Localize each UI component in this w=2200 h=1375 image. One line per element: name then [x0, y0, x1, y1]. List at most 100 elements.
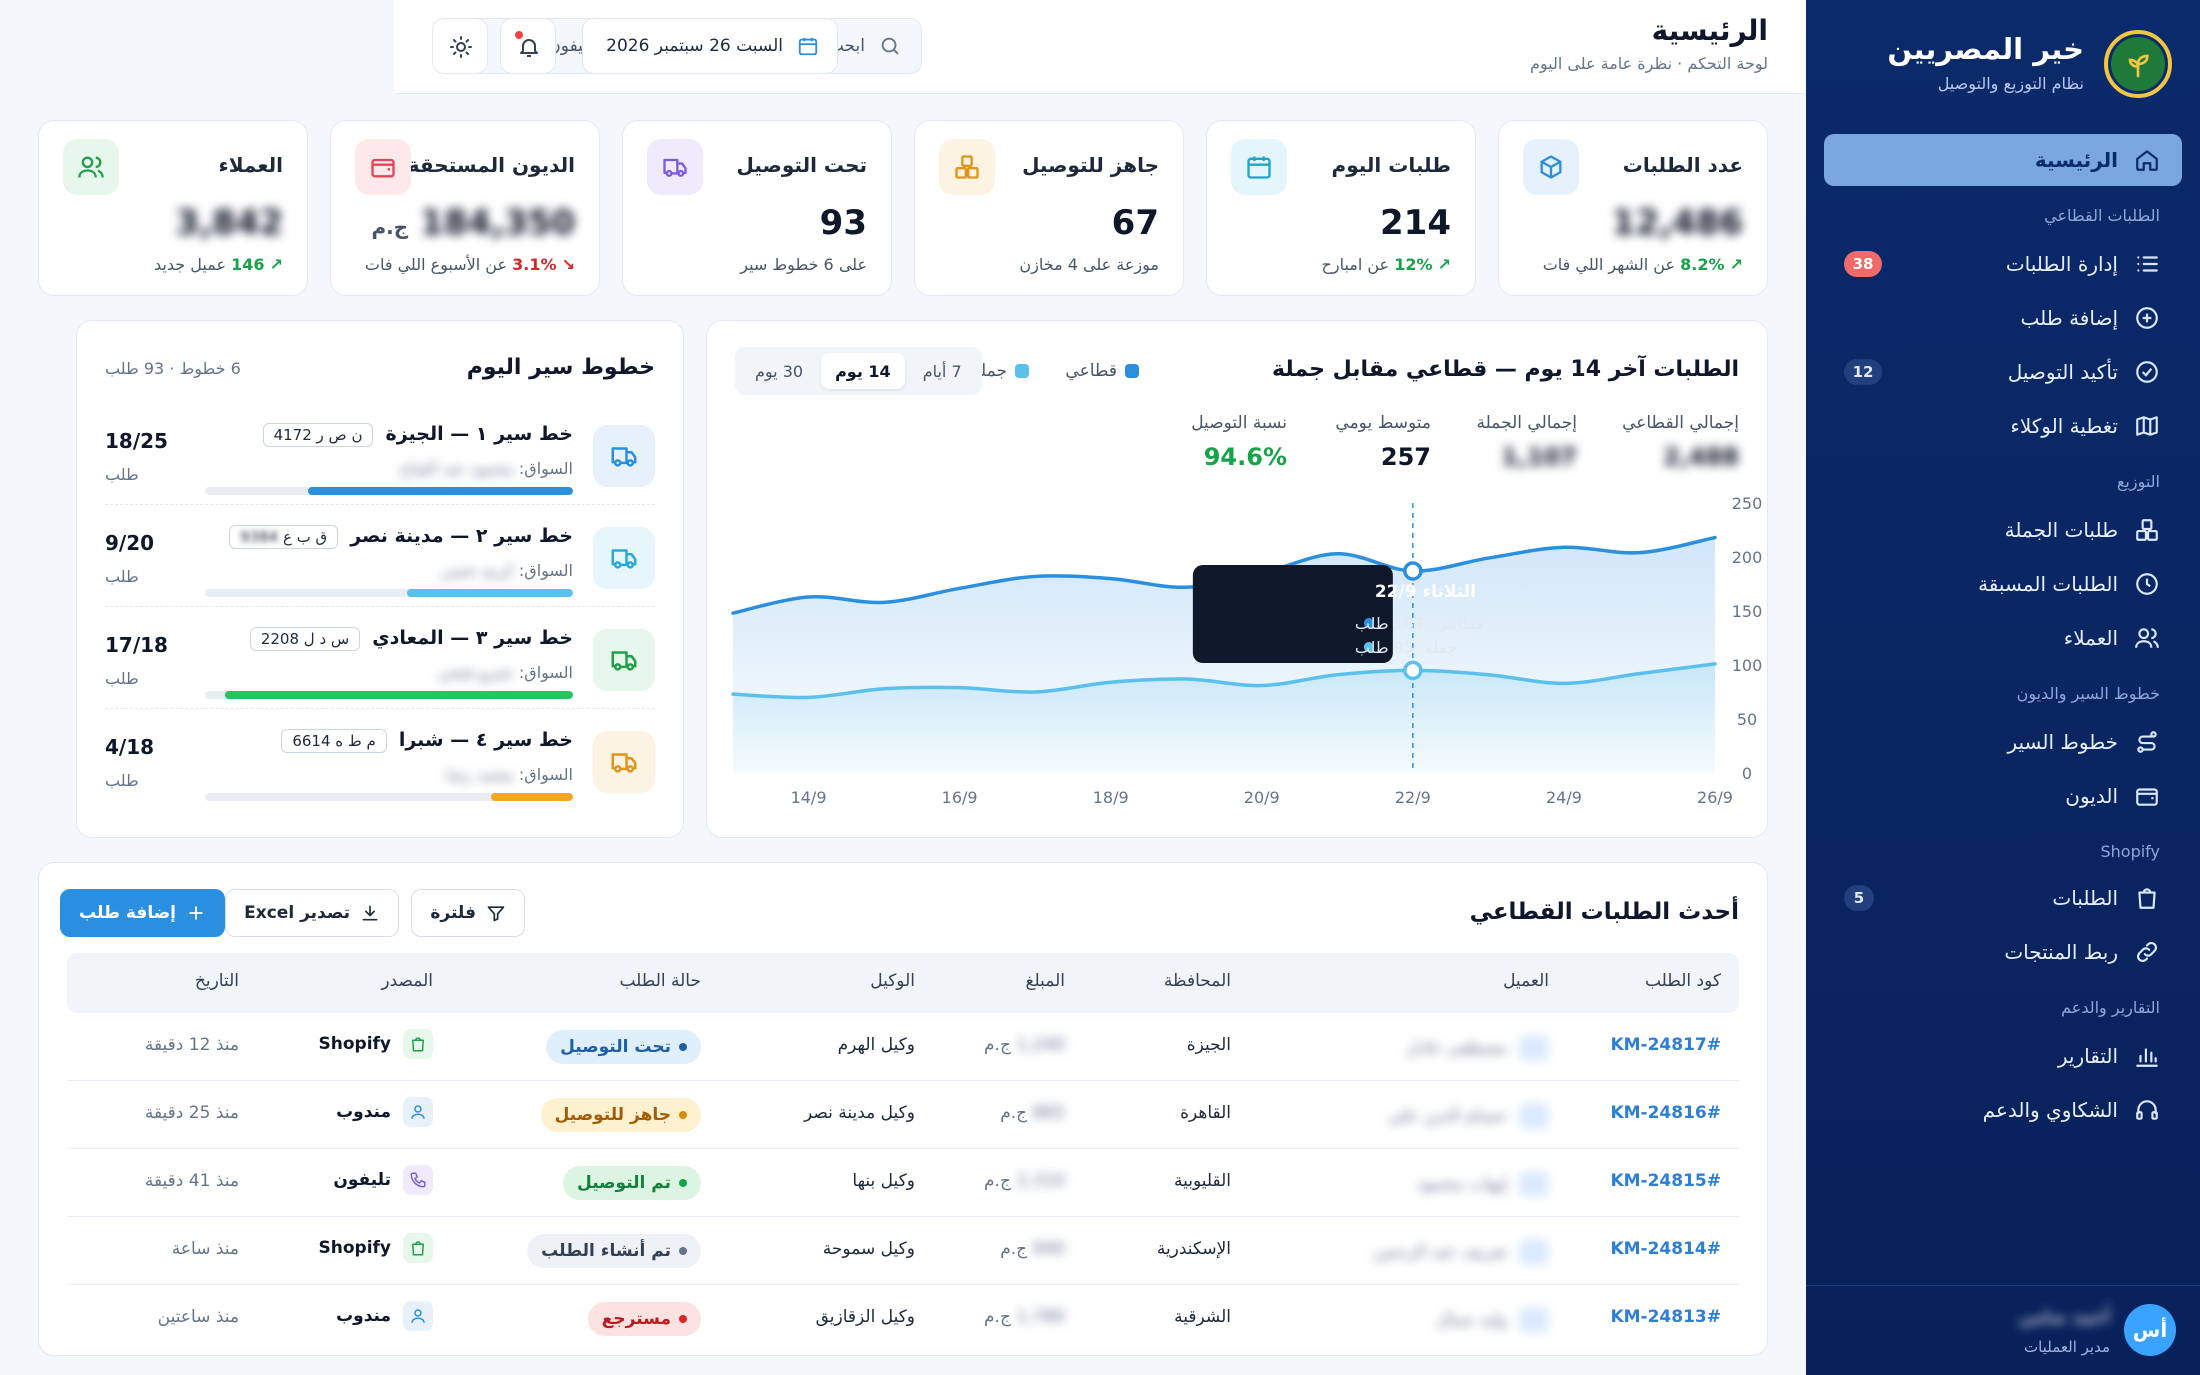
currency: ج.م: [371, 215, 409, 239]
sidebar-item-manage-orders[interactable]: إدارة الطلبات 38: [1824, 238, 2182, 290]
source-cell: Shopify: [319, 1029, 433, 1059]
stat-card-customers[interactable]: العملاء 3,842 ↗ 146 عميل جديد: [38, 120, 308, 296]
sidebar-item-wholesale-orders[interactable]: طلبات الجملة: [1824, 504, 2182, 556]
route-unit: طلب: [105, 567, 139, 586]
agent: وكيل الهرم: [837, 1035, 915, 1055]
recent-orders-card: أحدث الطلبات القطاعي فلترة تصدير Excel إ…: [38, 862, 1768, 1356]
column-header[interactable]: حالة الطلب: [619, 971, 701, 991]
bag-icon: [403, 1029, 433, 1059]
table-row[interactable]: KM-24816# حسام الدين علي القاهرة 865 ج.م وكي…: [67, 1081, 1739, 1149]
notifications-button[interactable]: [500, 18, 556, 74]
theme-toggle-button[interactable]: [432, 18, 488, 74]
series-area: [733, 663, 1715, 773]
sidebar-item-complaints[interactable]: الشكاوي والدعم: [1824, 1084, 2182, 1136]
table-row[interactable]: KM-24817# مصطفى عادل الجيزة 1,240 ج.م وكيل ا…: [67, 1013, 1739, 1081]
series-line: [731, 662, 1717, 700]
sidebar-item-routes[interactable]: خطوط السير: [1824, 716, 2182, 768]
brand-subtitle: نظام التوزيع والتوصيل: [1937, 74, 2084, 93]
highlight-point[interactable]: [1403, 660, 1423, 681]
route-progress-bar: [205, 589, 573, 597]
range-14-days[interactable]: 14 يوم: [821, 353, 905, 389]
stat-card-today-orders[interactable]: طلبات اليوم 214 ↗ 12% عن امبارح: [1206, 120, 1476, 296]
table-row[interactable]: KM-24815# إيهاب محمود القليوبية 2,310 ج.م وك…: [67, 1149, 1739, 1217]
legend-swatch: [1015, 364, 1029, 378]
calendar-icon: [797, 35, 819, 57]
kpi-label: نسبة التوصيل: [1191, 413, 1287, 433]
sidebar-item-reports[interactable]: التقارير: [1824, 1030, 2182, 1082]
route-item[interactable]: خط سير ٤ — شبرا م ط ه 6614 السواق: محمد ر…: [105, 715, 655, 811]
source-label: تليفون: [333, 1170, 391, 1190]
export-excel-button[interactable]: تصدير Excel: [225, 889, 399, 937]
stat-title: عدد الطلبات: [1622, 153, 1743, 177]
route-title: خط سير ٣ — المعادي: [372, 627, 573, 649]
sidebar-item-add-order[interactable]: إضافة طلب: [1824, 292, 2182, 344]
sidebar-item-label: الشكاوي والدعم: [1982, 1098, 2118, 1122]
stat-value: 3,842: [175, 203, 283, 243]
stat-value: 184,350: [420, 203, 575, 243]
customer-name: إيهاب محمود: [1416, 1174, 1507, 1194]
column-header[interactable]: المحافظة: [1163, 971, 1231, 991]
date-picker[interactable]: السبت 26 سبتمبر 2026: [582, 18, 838, 74]
x-tick-label: 18/9: [1093, 788, 1129, 807]
order-code[interactable]: KM-24817#: [1610, 1035, 1721, 1055]
tooltip-retail: قطاعي: 187 طلب: [1355, 614, 1483, 634]
stat-card-debts[interactable]: الديون المستحقة 184,350 ج.م ↘ 3.1% عن الأ…: [330, 120, 600, 296]
driver-label: السواق:: [518, 459, 573, 478]
sidebar-item-customers[interactable]: العملاء: [1824, 612, 2182, 664]
order-code[interactable]: KM-24815#: [1610, 1171, 1721, 1191]
status-dot: [679, 1247, 687, 1255]
stat-card-in-transit[interactable]: تحت التوصيل 93 على 6 خطوط سير: [622, 120, 892, 296]
route-count: 9/20: [105, 531, 155, 555]
highlight-points: [1403, 561, 1423, 681]
order-code[interactable]: KM-24813#: [1610, 1307, 1721, 1327]
tooltip-wholesale-dot: [1363, 642, 1374, 653]
highlight-point[interactable]: [1403, 561, 1423, 581]
status-badge: تم التوصيل: [563, 1166, 701, 1200]
route-title: خط سير ٢ — مدينة نصر: [350, 525, 573, 547]
stat-card-total-orders[interactable]: عدد الطلبات 12,486 ↗ 8.2% عن الشهر اللي …: [1498, 120, 1768, 296]
sidebar-item-label: الديون: [2065, 784, 2118, 808]
range-7-days[interactable]: 7 أيام: [922, 361, 962, 381]
stat-card-ready[interactable]: جاهز للتوصيل 67 موزعة على 4 مخازن: [914, 120, 1184, 296]
sidebar-item-confirm-delivery[interactable]: تأكيد التوصيل 12: [1824, 346, 2182, 398]
order-date: منذ 25 دقيقة: [144, 1103, 239, 1123]
y-axis: 0 50 100 150 200 250: [1732, 494, 1763, 783]
route-icon: [593, 731, 655, 793]
sidebar-item-home[interactable]: الرئيسية: [1824, 134, 2182, 186]
route-driver: السواق: عمرو فتحي: [437, 663, 573, 682]
customer-initials: [1519, 1171, 1549, 1197]
filter-button[interactable]: فلترة: [411, 889, 525, 937]
route-name: خط سير ١ — الجيزة ن ص ر 4172: [262, 423, 573, 447]
range-30-days[interactable]: 30 يوم: [755, 361, 804, 381]
sidebar-section-routes: خطوط السير والديون: [2016, 684, 2160, 703]
order-code[interactable]: KM-24816#: [1610, 1103, 1721, 1123]
stat-icon: [355, 139, 411, 195]
column-header[interactable]: كود الطلب: [1644, 971, 1721, 991]
table-row[interactable]: KM-24814# شريف عبد الرحمن الإسكندرية 940 ج.…: [67, 1217, 1739, 1285]
sidebar-item-debts[interactable]: الديون: [1824, 770, 2182, 822]
brand: خير المصريين نظام التوزيع والتوصيل: [1830, 30, 2176, 100]
stat-title: تحت التوصيل: [736, 153, 867, 177]
column-header[interactable]: المصدر: [381, 971, 433, 991]
trend-down-icon: ↘: [561, 255, 575, 274]
plus-icon: [186, 903, 206, 923]
column-header[interactable]: التاريخ: [194, 971, 239, 991]
add-order-button[interactable]: إضافة طلب: [60, 889, 225, 937]
order-code[interactable]: KM-24814#: [1610, 1239, 1721, 1259]
sidebar-item-agents-coverage[interactable]: تغطية الوكلاء: [1824, 400, 2182, 452]
sidebar-item-label: العملاء: [2063, 626, 2118, 650]
table-row[interactable]: KM-24813# وليد جمال الشرقية 1,780 ج.م وكيل ا…: [67, 1285, 1739, 1353]
route-driver: السواق: محمود عبد الفتاح: [400, 459, 573, 478]
sidebar-item-preorders[interactable]: الطلبات المسبقة: [1824, 558, 2182, 610]
column-header[interactable]: العميل: [1503, 971, 1549, 991]
boxes-icon: [2134, 517, 2160, 543]
sidebar-item-label: الرئيسية: [2034, 148, 2118, 172]
column-header[interactable]: المبلغ: [1025, 971, 1065, 991]
user-profile[interactable]: أس أحمد سامي مدير العمليات: [1806, 1285, 2200, 1375]
sidebar-item-shopify-orders[interactable]: الطلبات 5: [1824, 872, 2182, 924]
route-item[interactable]: خط سير ٢ — مدينة نصر ق ب ع 9384 السواق: ك…: [105, 511, 655, 607]
sidebar-item-link-products[interactable]: ربط المنتجات: [1824, 926, 2182, 978]
route-item[interactable]: خط سير ١ — الجيزة ن ص ر 4172 السواق: محمو…: [105, 409, 655, 505]
route-item[interactable]: خط سير ٣ — المعادي س د ل 2208 السواق: عمر…: [105, 613, 655, 709]
column-header[interactable]: الوكيل: [870, 971, 915, 991]
